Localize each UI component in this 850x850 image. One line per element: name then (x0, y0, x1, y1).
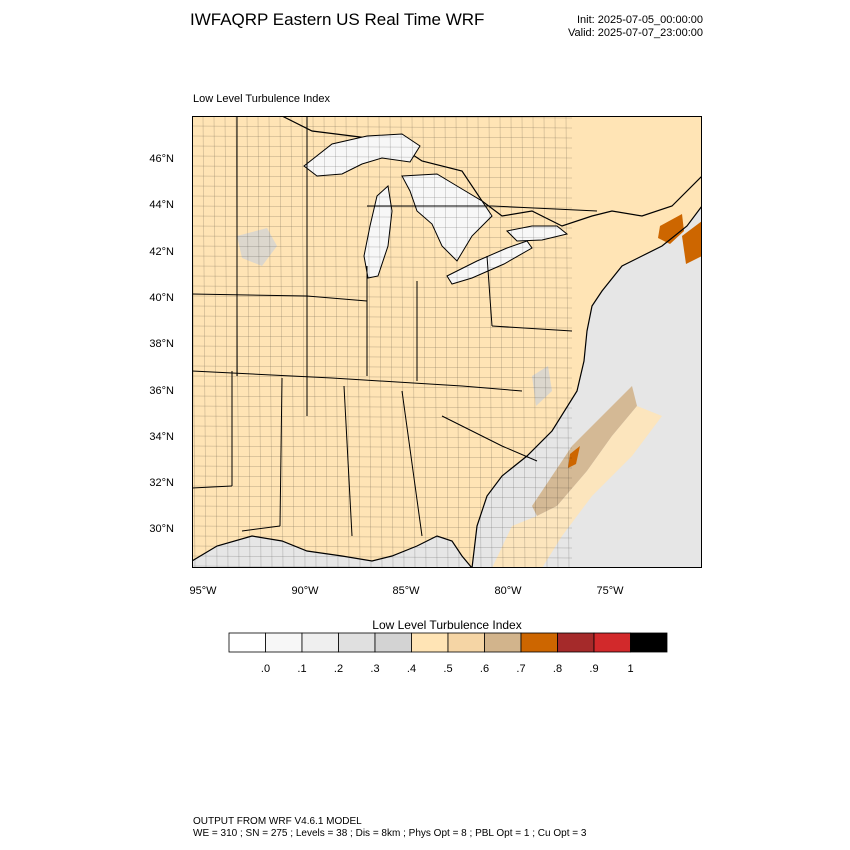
legend-title: Low Level Turbulence Index (372, 618, 522, 632)
legend-swatch (630, 632, 668, 653)
lake-michigan (363, 185, 393, 279)
legend-swatch (447, 632, 485, 653)
legend-swatch (484, 632, 522, 653)
lake-huron (401, 173, 493, 262)
legend-swatch (301, 632, 339, 653)
legend-tick-label: .0 (260, 663, 271, 675)
lat-label: 46°N (149, 153, 174, 165)
init-time: Init: 2025-07-05_00:00:00 (577, 14, 703, 26)
lat-label: 32°N (149, 477, 174, 490)
legend-tick-label: .3 (370, 663, 380, 675)
legend-swatch (557, 632, 595, 653)
lat-label: 44°N (149, 199, 174, 212)
lon-label: 95°W (189, 585, 217, 597)
legend-swatch (411, 632, 449, 653)
new-england-patch-high-1 (658, 214, 684, 244)
map-border (192, 116, 702, 568)
lon-label: 85°W (392, 585, 420, 597)
legend-tick-label: .2 (333, 663, 344, 675)
new-england-patch-high-2 (682, 221, 702, 264)
legend-swatch (593, 632, 631, 653)
legend-tick-label: .9 (589, 663, 599, 675)
county-lines (192, 116, 573, 568)
lat-label: 38°N (149, 338, 174, 351)
lat-label: 34°N (149, 430, 174, 443)
lat-label: 30°N (149, 523, 174, 536)
lon-label: 90°W (291, 585, 319, 597)
valid-time: Valid: 2025-07-07_23:00:00 (568, 27, 703, 39)
legend-tick-label: .8 (552, 663, 563, 675)
offshore-band-light (492, 406, 662, 568)
canada-border (192, 116, 702, 227)
turbulence-map (192, 116, 702, 568)
legend-swatch (374, 632, 412, 653)
lon-label: 75°W (596, 585, 624, 597)
virginia-grey-patch (532, 366, 552, 406)
legend-tick-label: 1 (627, 663, 634, 675)
lat-label: 36°N (149, 384, 174, 397)
canada-region (282, 116, 702, 226)
lat-label: 40°N (149, 291, 174, 304)
state-borders (192, 116, 598, 537)
gulf-coastline (192, 535, 473, 568)
page-title: IWFAQRP Eastern US Real Time WRF (190, 10, 485, 29)
offshore-band-mid (532, 386, 637, 516)
lake-ontario (505, 225, 569, 242)
gulf-of-mexico (192, 536, 472, 568)
legend-tick-label: .7 (516, 663, 526, 675)
footer-config-info: WE = 310 ; SN = 275 ; Levels = 38 ; Dis … (193, 828, 587, 839)
lat-label: 42°N (149, 245, 174, 258)
legend-tick-label: .1 (297, 663, 307, 675)
legend-colorbar (228, 632, 668, 653)
offshore-patch-high (568, 446, 580, 468)
legend-tick-label: .4 (406, 663, 417, 675)
legend-swatch (228, 632, 266, 653)
legend-tick-label: .5 (443, 663, 453, 675)
legend-swatch (338, 632, 376, 653)
lake-superior (303, 133, 421, 177)
legend-swatch (520, 632, 558, 653)
lon-label: 80°W (494, 585, 522, 597)
east-coastline (471, 205, 702, 568)
footer-model-info: OUTPUT FROM WRF V4.6.1 MODEL (193, 816, 362, 827)
atlantic-ocean (472, 206, 702, 568)
map-subtitle: Low Level Turbulence Index (193, 93, 330, 105)
legend-tick-label: .6 (479, 663, 490, 675)
legend-swatch (265, 632, 303, 653)
